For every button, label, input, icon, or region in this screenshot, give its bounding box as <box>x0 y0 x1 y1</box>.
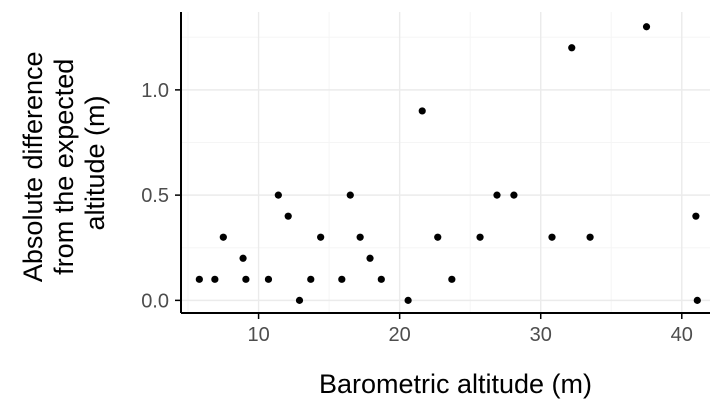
data-point <box>568 44 576 52</box>
data-point <box>366 254 374 262</box>
y-axis-title-line-3: altitude (m) <box>80 95 110 230</box>
axes <box>180 12 710 314</box>
data-point <box>274 191 282 199</box>
data-point <box>548 233 556 241</box>
data-point <box>476 233 484 241</box>
data-point <box>586 233 594 241</box>
y-axis-title: Absolute difference from the expected al… <box>18 44 110 282</box>
data-point <box>418 107 426 115</box>
data-point <box>295 296 304 304</box>
data-point <box>404 296 412 304</box>
data-point <box>211 275 219 283</box>
data-point <box>338 275 346 283</box>
data-point <box>317 233 325 241</box>
data-point <box>692 212 700 220</box>
data-point <box>356 233 364 241</box>
data-point <box>346 191 354 199</box>
data-point <box>642 23 651 31</box>
ticks: 10 20 30 40 0.0 0.5 1.0 <box>141 80 693 346</box>
data-point <box>448 275 456 283</box>
data-point <box>242 275 250 283</box>
data-point <box>307 275 315 283</box>
data-point <box>264 275 273 283</box>
data-point <box>493 191 501 199</box>
data-point <box>284 212 292 220</box>
x-tick-label: 30 <box>530 324 552 346</box>
y-tick-label: 1.0 <box>141 80 169 102</box>
data-point <box>434 233 442 241</box>
data-point <box>377 275 385 283</box>
grid <box>181 12 710 313</box>
data-points <box>195 23 701 304</box>
data-point <box>510 191 518 199</box>
y-axis-title-line-2: from the expected <box>49 59 79 275</box>
y-tick-label: 0.5 <box>141 185 169 207</box>
data-point <box>219 233 227 241</box>
x-tick-label: 20 <box>389 324 411 346</box>
data-point <box>239 254 247 262</box>
x-tick-label: 10 <box>247 324 269 346</box>
y-axis-title-line-1: Absolute difference <box>18 51 48 282</box>
data-point <box>693 296 701 304</box>
x-tick-label: 40 <box>671 324 693 346</box>
x-axis-title: Barometric altitude (m) <box>319 369 592 399</box>
data-point <box>195 275 203 283</box>
y-tick-label: 0.0 <box>141 290 169 312</box>
